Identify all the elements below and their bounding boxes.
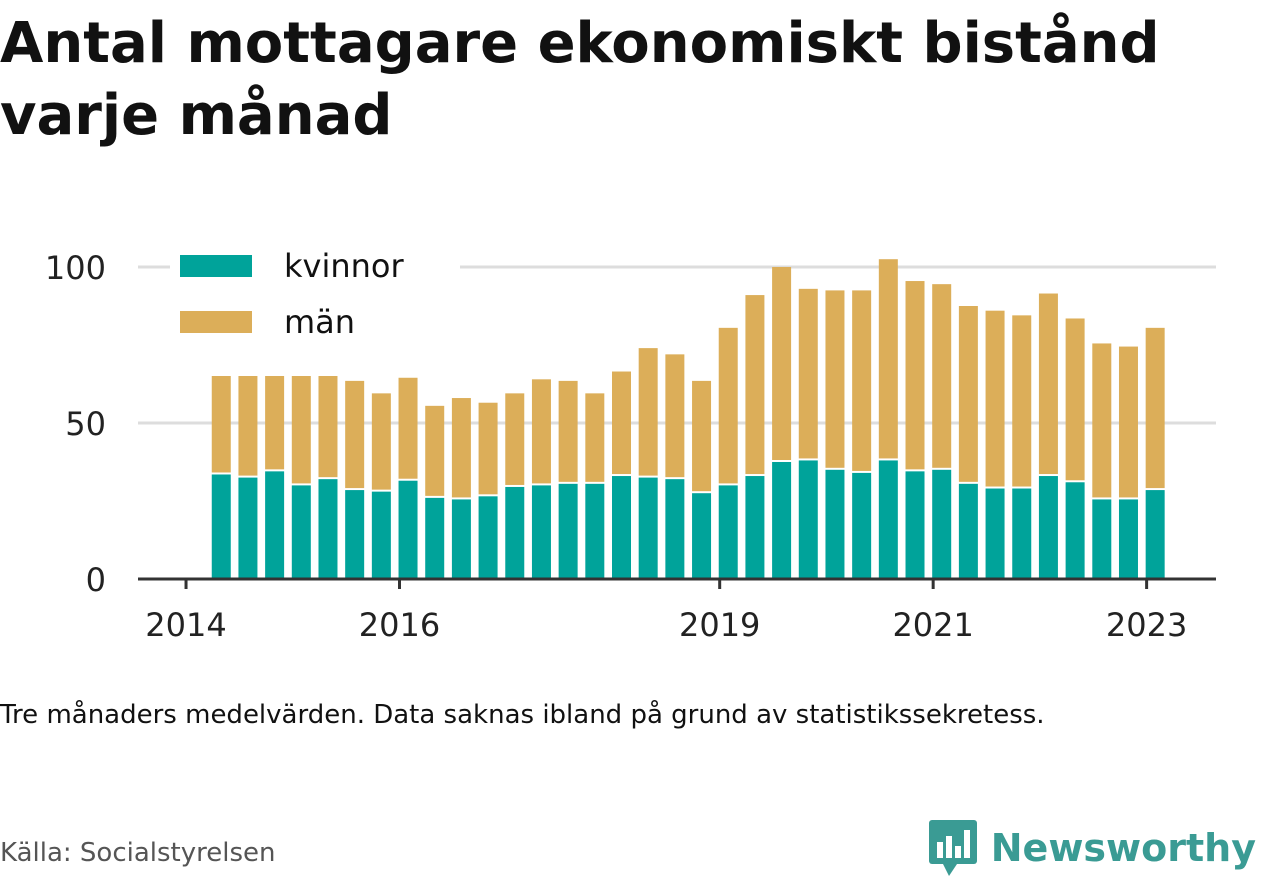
bar-kvinnor — [371, 491, 391, 579]
bar-man — [531, 379, 551, 484]
bar-kvinnor — [1118, 499, 1138, 579]
newsworthy-logo-icon — [928, 820, 977, 876]
bar-kvinnor — [238, 477, 258, 579]
bar-kvinnor — [798, 460, 818, 579]
bar-kvinnor — [1012, 488, 1032, 579]
bar-man — [665, 354, 685, 478]
bar-kvinnor — [585, 483, 605, 579]
chart-note: Tre månaders medelvärden. Data saknas ib… — [0, 700, 1045, 730]
y-tick-label: 100 — [45, 249, 106, 287]
bar-man — [211, 359, 231, 473]
bar-man — [932, 284, 952, 468]
bar-man — [1038, 293, 1058, 475]
bar-kvinnor — [718, 485, 738, 579]
bar-man — [958, 306, 978, 482]
bar-man — [265, 359, 285, 470]
bar-man — [345, 380, 365, 489]
bar-kvinnor — [291, 485, 311, 579]
x-tick-label: 2021 — [892, 606, 973, 644]
bar-kvinnor — [265, 471, 285, 579]
bar-kvinnor — [1065, 482, 1085, 579]
x-tick-label: 2023 — [1106, 606, 1187, 644]
bar-man — [798, 288, 818, 459]
bar-kvinnor — [345, 490, 365, 579]
bar-man — [1118, 346, 1138, 498]
bar-kvinnor — [398, 480, 418, 579]
y-axis-ticks: 0 50 100 — [45, 249, 106, 599]
x-axis: 2014 2016 2019 2021 2023 — [138, 577, 1216, 644]
bar-kvinnor — [531, 485, 551, 579]
source-credit: Källa: Socialstyrelsen — [0, 838, 276, 868]
bar-man — [985, 310, 1005, 487]
legend-swatch-kvinnor — [180, 255, 252, 277]
bar-man — [238, 362, 258, 476]
y-tick-label: 0 — [86, 561, 106, 599]
x-tick-label: 2014 — [145, 606, 226, 644]
bar-man — [318, 359, 338, 478]
bar-kvinnor — [905, 471, 925, 579]
bar-kvinnor — [772, 462, 792, 579]
legend-label-man: män — [284, 303, 355, 341]
x-tick-label: 2019 — [679, 606, 760, 644]
bar-kvinnor — [665, 479, 685, 579]
bar-kvinnor — [505, 486, 525, 579]
bar-man — [718, 327, 738, 484]
bars — [211, 259, 1165, 579]
bar-man — [638, 348, 658, 476]
bar-kvinnor — [425, 497, 445, 579]
bar-man — [585, 393, 605, 482]
brand-name: Newsworthy — [990, 826, 1256, 870]
bar-kvinnor — [745, 476, 765, 579]
bar-kvinnor — [878, 460, 898, 579]
bar-man — [505, 393, 525, 485]
bar-kvinnor — [1038, 476, 1058, 579]
bar-man — [451, 398, 471, 498]
x-tick-label: 2016 — [359, 606, 440, 644]
y-tick-label: 50 — [65, 405, 106, 443]
bar-chart: 0 50 100 2014 2016 2019 2021 2023 kvinnor män — [45, 246, 1216, 644]
bar-kvinnor — [852, 472, 872, 579]
bar-man — [478, 402, 498, 495]
bar-man — [772, 267, 792, 460]
bar-man — [878, 259, 898, 459]
bar-kvinnor — [318, 479, 338, 579]
bar-kvinnor — [1092, 499, 1112, 579]
bar-man — [1092, 343, 1112, 498]
legend-label-kvinnor: kvinnor — [284, 247, 405, 285]
bar-man — [371, 393, 391, 490]
bar-kvinnor — [958, 483, 978, 579]
bar-man — [825, 290, 845, 468]
bar-man — [1145, 327, 1165, 489]
bar-man — [611, 371, 631, 475]
bar-man — [1065, 318, 1085, 481]
bar-kvinnor — [478, 496, 498, 579]
bar-man — [745, 295, 765, 475]
bar-kvinnor — [825, 469, 845, 579]
bar-kvinnor — [558, 483, 578, 579]
bar-kvinnor — [611, 476, 631, 579]
bar-man — [558, 380, 578, 482]
brand-logo[interactable]: Newsworthy — [928, 818, 1256, 878]
bar-man — [692, 380, 712, 492]
bar-kvinnor — [451, 499, 471, 579]
bar-man — [905, 281, 925, 470]
chart-title: Antal mottagare ekonomiskt bistånd varje… — [0, 11, 1160, 148]
bar-kvinnor — [211, 474, 231, 579]
bar-man — [852, 290, 872, 471]
bar-kvinnor — [1145, 490, 1165, 579]
bar-kvinnor — [932, 469, 952, 579]
bar-kvinnor — [638, 477, 658, 579]
bar-kvinnor — [985, 488, 1005, 579]
bar-man — [1012, 315, 1032, 487]
bar-man — [425, 405, 445, 496]
bar-man — [398, 377, 418, 479]
bar-kvinnor — [692, 493, 712, 579]
legend-swatch-man — [180, 311, 252, 333]
legend: kvinnor män — [170, 246, 460, 376]
bar-man — [291, 363, 311, 484]
